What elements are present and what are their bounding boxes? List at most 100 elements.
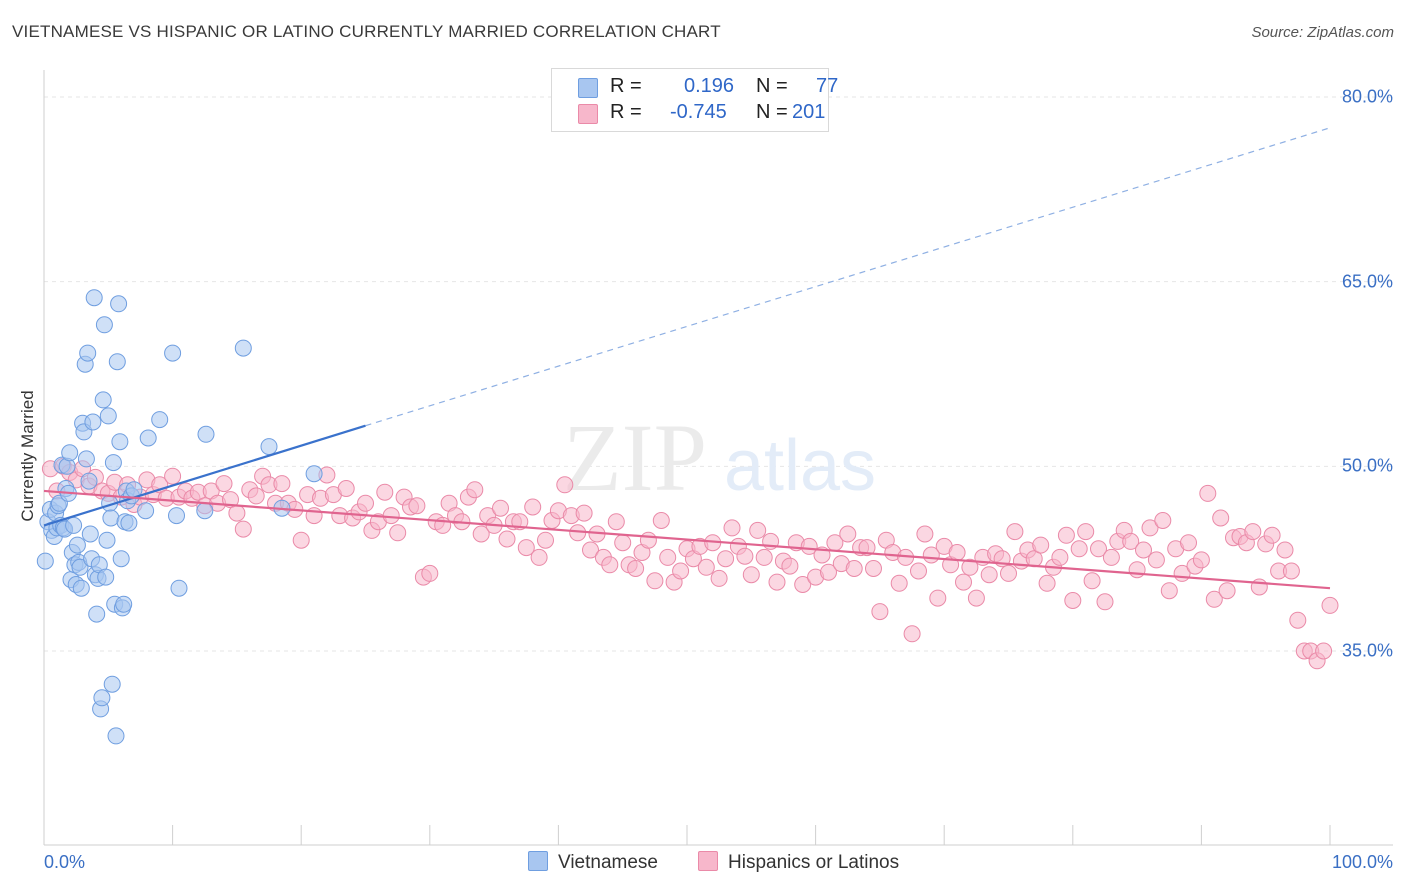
legend-r-value: 0.196 bbox=[684, 75, 735, 97]
data-point bbox=[99, 407, 117, 425]
data-point bbox=[382, 507, 400, 525]
data-point bbox=[292, 531, 310, 549]
data-point bbox=[68, 536, 86, 554]
data-point bbox=[97, 568, 115, 586]
data-point bbox=[967, 589, 985, 607]
y-tick-label: 80.0% bbox=[1341, 86, 1393, 107]
data-point bbox=[607, 513, 625, 531]
data-point bbox=[652, 512, 670, 529]
data-point bbox=[1212, 509, 1230, 527]
bottom-legend-swatch-vietnamese bbox=[528, 851, 548, 871]
data-point bbox=[627, 560, 645, 577]
data-point bbox=[137, 502, 155, 520]
y-tick-label: 35.0% bbox=[1341, 640, 1393, 661]
data-point bbox=[94, 391, 112, 409]
legend-n-value: 77 bbox=[816, 75, 839, 97]
data-point bbox=[1192, 551, 1210, 569]
bottom-legend-label-vietnamese: Vietnamese bbox=[558, 852, 658, 873]
data-point bbox=[389, 524, 407, 542]
data-point bbox=[1070, 540, 1088, 558]
data-point bbox=[104, 454, 122, 472]
data-point bbox=[929, 589, 947, 607]
data-point bbox=[820, 563, 837, 581]
legend-r-value: -0.745 bbox=[670, 101, 727, 123]
chart-title: VIETNAMESE VS HISPANIC OR LATINO CURRENT… bbox=[12, 22, 721, 41]
watermark-zip: ZIP bbox=[563, 404, 707, 511]
data-point bbox=[955, 573, 972, 591]
data-point bbox=[646, 572, 664, 590]
data-point bbox=[556, 476, 574, 494]
data-point bbox=[72, 579, 90, 597]
data-point bbox=[80, 472, 98, 490]
data-point bbox=[197, 425, 215, 443]
data-point bbox=[408, 497, 426, 515]
data-point bbox=[601, 556, 619, 574]
data-point bbox=[865, 560, 882, 577]
data-point bbox=[639, 531, 657, 549]
data-point bbox=[710, 569, 728, 587]
data-point bbox=[260, 438, 278, 456]
data-point bbox=[107, 727, 125, 745]
data-point bbox=[845, 560, 863, 577]
data-point bbox=[736, 547, 754, 565]
data-point bbox=[961, 558, 979, 576]
legend-swatch-vietnamese bbox=[578, 78, 598, 98]
data-point bbox=[839, 525, 857, 543]
data-point bbox=[582, 541, 599, 559]
data-point bbox=[1006, 523, 1024, 541]
legend-n-label: N = bbox=[756, 75, 788, 97]
data-point bbox=[247, 487, 265, 505]
data-point bbox=[81, 525, 99, 543]
data-point bbox=[79, 344, 97, 362]
data-point bbox=[910, 562, 927, 580]
data-point bbox=[1064, 592, 1082, 609]
bottom-legend-label-hispanic: Hispanics or Latinos bbox=[728, 852, 900, 873]
data-point bbox=[575, 504, 593, 522]
data-point bbox=[84, 413, 102, 431]
data-point bbox=[871, 603, 889, 621]
data-point bbox=[102, 509, 120, 527]
data-point bbox=[1147, 551, 1165, 569]
bottom-legend-vietnamese: Vietnamese bbox=[528, 851, 658, 874]
x-tick-label-min: 0.0% bbox=[44, 852, 86, 872]
data-point bbox=[305, 465, 323, 483]
legend-r-label: R = bbox=[610, 101, 642, 123]
data-point bbox=[139, 429, 157, 447]
data-point bbox=[858, 539, 876, 557]
data-point bbox=[1135, 541, 1152, 559]
data-point bbox=[421, 564, 439, 582]
data-point bbox=[1038, 574, 1056, 592]
data-point bbox=[723, 519, 741, 537]
trend-line-vietnamese-extension bbox=[365, 127, 1331, 427]
data-point bbox=[1244, 523, 1262, 541]
data-point bbox=[1141, 519, 1159, 537]
data-point bbox=[110, 295, 128, 313]
data-point bbox=[1289, 611, 1307, 629]
data-point bbox=[524, 498, 542, 516]
data-point bbox=[768, 573, 786, 591]
data-point bbox=[95, 316, 113, 334]
data-point bbox=[1321, 596, 1339, 614]
data-point bbox=[1096, 593, 1114, 611]
data-point bbox=[120, 514, 138, 532]
data-point bbox=[1276, 541, 1294, 559]
data-point bbox=[1218, 582, 1236, 600]
stats-legend: R = 0.196 N = 77 R = -0.745 N = 201 bbox=[551, 68, 838, 132]
data-point bbox=[781, 557, 799, 575]
data-point bbox=[697, 558, 715, 576]
legend-r-label: R = bbox=[610, 75, 642, 97]
data-point bbox=[337, 480, 355, 497]
data-point bbox=[85, 289, 103, 307]
data-point bbox=[1077, 523, 1095, 541]
data-point bbox=[980, 566, 998, 584]
data-point bbox=[1154, 512, 1172, 529]
data-point bbox=[1263, 526, 1281, 544]
legend-swatch-hispanic bbox=[578, 104, 598, 124]
source-credit: Source: ZipAtlas.com bbox=[1251, 24, 1394, 41]
data-point bbox=[228, 504, 246, 522]
data-point bbox=[234, 339, 252, 357]
data-point bbox=[111, 433, 129, 451]
y-tick-label: 65.0% bbox=[1341, 271, 1393, 292]
data-point bbox=[112, 550, 130, 568]
legend-n-label: N = bbox=[756, 101, 788, 123]
